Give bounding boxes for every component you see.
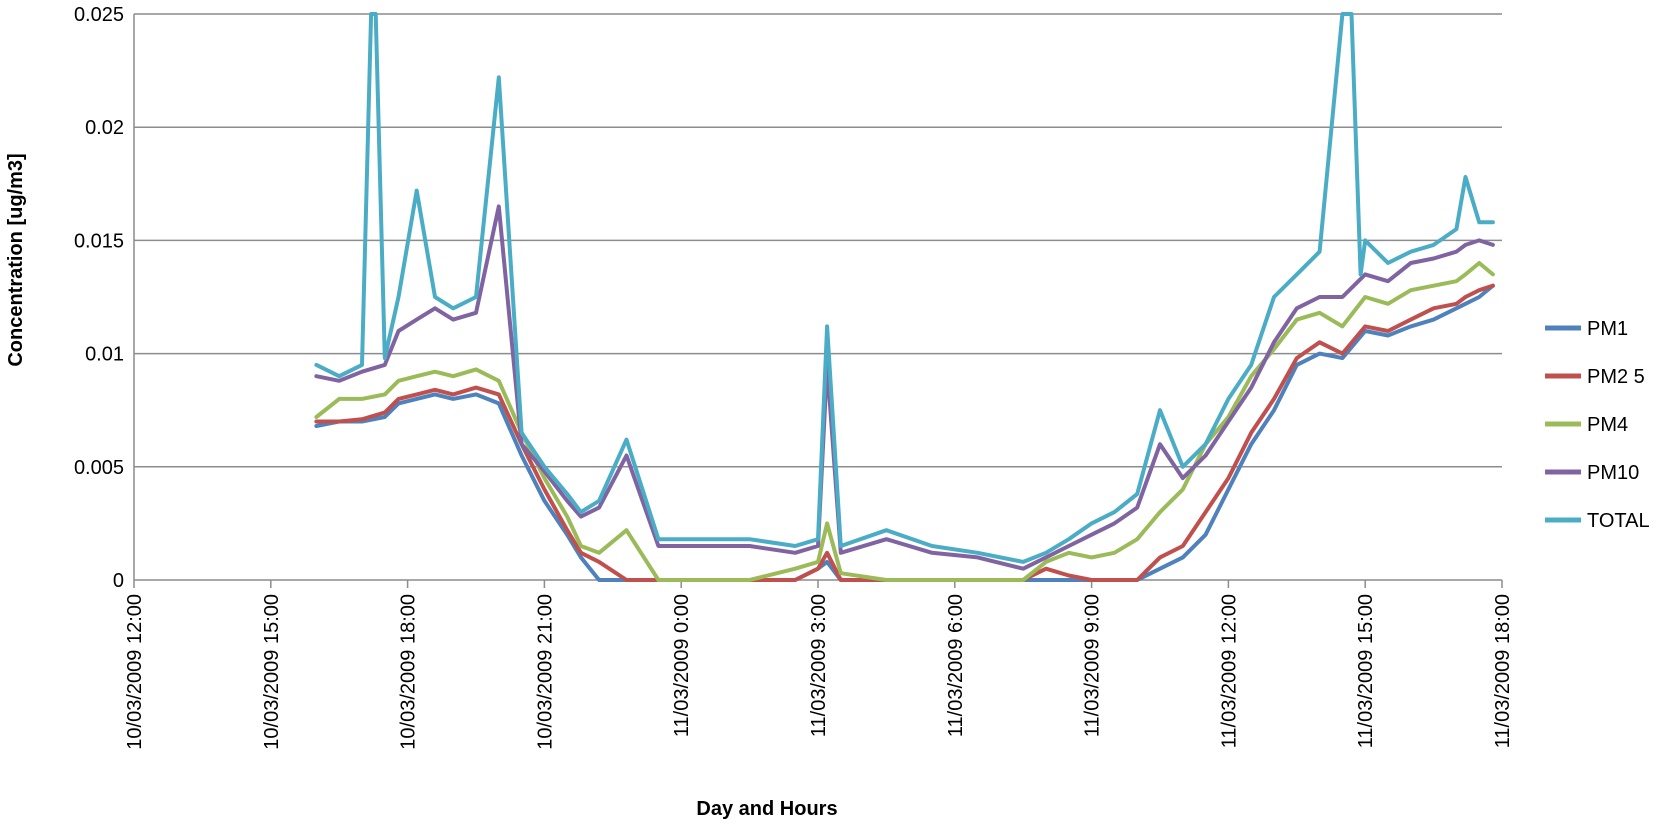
series-line-pm4: [314, 261, 1495, 582]
y-tick-label: 0.01: [85, 344, 124, 366]
series-line-pm10: [314, 204, 1495, 571]
x-tick-label: 10/03/2009 18:00: [398, 594, 420, 750]
y-tick-label: 0: [113, 570, 124, 592]
series-lines: [314, 12, 1495, 582]
x-tick-label: 11/03/2009 15:00: [1355, 594, 1377, 748]
x-axis-title: Day and Hours: [696, 798, 837, 820]
legend-label: TOTAL: [1587, 510, 1650, 532]
x-tick-label: 11/03/2009 3:00: [808, 594, 830, 737]
x-tick-label: 11/03/2009 9:00: [1082, 594, 1104, 737]
x-tick-label: 11/03/2009 6:00: [945, 594, 967, 737]
x-tick-label: 10/03/2009 12:00: [124, 594, 146, 750]
x-tick-label: 10/03/2009 21:00: [534, 594, 556, 750]
legend: PM1 PM2 5 PM4 PM10 TOTAL: [1545, 318, 1650, 532]
legend-label: PM4: [1587, 414, 1628, 436]
x-tick-labels: 10/03/2009 12:00 10/03/2009 15:00 10/03/20…: [124, 594, 1514, 750]
legend-label: PM1: [1587, 318, 1628, 340]
y-tick-label: 0.015: [74, 230, 124, 252]
legend-label: PM2 5: [1587, 366, 1645, 388]
y-tick-label: 0.02: [85, 117, 124, 139]
x-tick-label: 10/03/2009 15:00: [261, 594, 283, 750]
y-axis-title: Concentration [ug/m3]: [5, 153, 27, 366]
y-tick-labels: 0 0.005 0.01 0.015 0.02 0.025: [74, 4, 124, 592]
y-tick-label: 0.005: [74, 457, 124, 479]
x-tick-label: 11/03/2009 12:00: [1218, 594, 1240, 748]
legend-label: PM10: [1587, 462, 1639, 484]
series-line-total: [314, 12, 1495, 564]
x-tick-label: 11/03/2009 0:00: [671, 594, 693, 737]
x-tick-label: 11/03/2009 18:00: [1492, 594, 1514, 748]
y-tick-label: 0.025: [74, 4, 124, 26]
